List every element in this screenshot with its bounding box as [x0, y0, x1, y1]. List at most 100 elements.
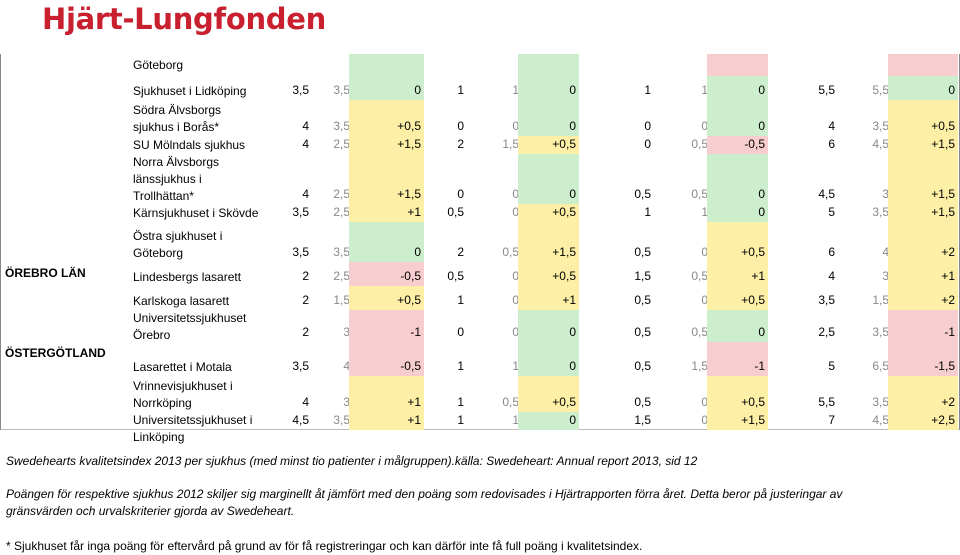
table-cell: +1,5	[888, 204, 958, 222]
hospital-name: Södra Älvsborgs sjukhus i Borås*	[133, 103, 222, 134]
table-cell: 4	[302, 187, 309, 201]
table-cell: 3	[343, 395, 350, 409]
table-cell: +1	[349, 412, 424, 430]
table-cell	[888, 54, 958, 76]
table-cell: 0	[701, 245, 708, 259]
table-row: ÖREBRO LÄN Lindesbergs lasarett 2 2,5 -0,5 0,…	[1, 262, 960, 286]
table-cell: +2,5	[888, 412, 958, 430]
table-row: Karlskoga lasarett 2 1,5 +0,5 1 0 +1 0,5 0 +0,5 3,…	[1, 286, 960, 310]
table-row: Kärnsjukhuset i Skövde 3,5 2,5 +1 0,5 0 +0,5 1 1…	[1, 204, 960, 222]
table-row: Södra Älvsborgs sjukhus i Borås* 4 3,5 +0,5 0…	[1, 100, 960, 136]
hospital-name: Sjukhuset i Lidköping	[133, 84, 247, 98]
table-cell: 0	[888, 76, 958, 100]
table-cell: 0	[701, 413, 708, 427]
table-cell: 0	[512, 187, 519, 201]
table-cell	[518, 54, 579, 76]
table-cell: +1	[888, 262, 958, 286]
region-label: ÖSTERGÖTLAND	[5, 346, 106, 360]
table-cell: 4,5	[292, 413, 309, 427]
table-row: SU Mölndals sjukhus 4 2,5 +1,5 2 1,5 +0,5 0 0,5-…	[1, 136, 960, 154]
table-cell: 0	[701, 395, 708, 409]
hospital-name: Kärnsjukhuset i Skövde	[133, 206, 259, 220]
table-cell: 3,5	[333, 83, 350, 97]
hospital-name: Norra Älvsborgs länssjukhus i Trollhättan*	[133, 155, 220, 203]
table-row: Sjukhuset i Lidköping 3,5 3,5 0 1 1 0 1 1 0 5,5 5,5…	[1, 76, 960, 100]
table-cell: 4	[302, 119, 309, 133]
table-cell: -1	[888, 310, 958, 342]
table-cell: 0	[707, 310, 768, 342]
table-cell: 0	[457, 187, 464, 201]
hospital-name: Östra sjukhuset i Göteborg	[133, 229, 223, 260]
hospital-name: Lasarettet i Motala	[133, 360, 232, 374]
table-cell: 3	[882, 269, 889, 283]
table-cell: 3,5	[292, 245, 309, 259]
table-cell: 0	[644, 119, 651, 133]
table-row: Universitetssjukhuset i Linköping 4,5 3,5 +1…	[1, 412, 960, 444]
table-cell: 6,5	[872, 359, 889, 373]
table-cell: -0,5	[349, 342, 424, 376]
table-cell: 3,5	[872, 119, 889, 133]
quality-index-table: Göteborg Sjukhuset i Lidköping 3,5 3,5 0 1 1 0 1…	[0, 54, 960, 444]
table-cell: 0	[512, 269, 519, 283]
table-cell: 3,5	[292, 359, 309, 373]
table-cell: +2	[888, 376, 958, 412]
table-cell: 0	[518, 412, 579, 430]
table-cell: 2,5	[333, 137, 350, 151]
table-cell: +1,5	[518, 222, 579, 262]
table-cell: 4	[302, 137, 309, 151]
table-cell: 0,5	[691, 325, 708, 339]
table-cell: +0,5	[518, 262, 579, 286]
table-cell: +0,5	[518, 204, 579, 222]
logo-text: Hjärt-Lungfonden	[42, 2, 326, 36]
hospital-name: Karlskoga lasarett	[133, 294, 230, 308]
table-cell: +1,5	[888, 136, 958, 154]
table-cell: 6	[828, 137, 835, 151]
table-cell: 5,5	[818, 83, 835, 97]
table-cell: +0,5	[888, 100, 958, 136]
table-cell: 5	[828, 205, 835, 219]
table-cell: -0,5	[707, 136, 768, 154]
table-cell: 3,5	[818, 293, 835, 307]
table-cell: 0,5	[634, 245, 651, 259]
table-cell: 0	[518, 100, 579, 136]
table-cell: 3,5	[872, 205, 889, 219]
table-cell: +1,5	[888, 154, 958, 204]
table-cell: 1	[457, 83, 464, 97]
source-note: Swedehearts kvalitetsindex 2013 per sjuk…	[6, 454, 698, 468]
footnote: * Sjukhuset får inga poäng för eftervård…	[6, 539, 643, 553]
table-cell: 1	[701, 205, 708, 219]
table-cell: 1	[512, 359, 519, 373]
hospital-name: Lindesbergs lasarett	[133, 270, 242, 284]
table-cell: +0,5	[349, 100, 424, 136]
table-cell: 0	[512, 119, 519, 133]
table-cell: 1	[701, 83, 708, 97]
table-cell: 0	[518, 76, 579, 100]
table-cell: 7	[828, 413, 835, 427]
hospital-name: SU Mölndals sjukhus	[133, 138, 246, 152]
table-cell: +0,5	[707, 286, 768, 310]
table-cell	[707, 54, 768, 76]
table-cell: 0	[701, 293, 708, 307]
table-cell: 1,5	[634, 413, 651, 427]
table-cell: 0	[644, 137, 651, 151]
table-row: ÖSTERGÖTLAND Lasarettet i Motala 3,5 4 -0,5 1…	[1, 342, 960, 376]
table-cell: 2	[457, 245, 464, 259]
table-cell: 0	[512, 205, 519, 219]
table-cell: 6	[828, 245, 835, 259]
hospital-name: Göteborg	[133, 58, 184, 72]
table-cell: +1,5	[349, 154, 424, 204]
table-cell: 1	[512, 83, 519, 97]
region-label: ÖREBRO LÄN	[5, 266, 86, 280]
table-cell: 4	[828, 269, 835, 283]
table-cell: 1	[457, 359, 464, 373]
table-cell: +0,5	[707, 376, 768, 412]
table-cell: 0,5	[447, 269, 464, 283]
table-cell: 1,5	[502, 137, 519, 151]
table-cell: 0	[518, 310, 579, 342]
table-cell: 0	[707, 154, 768, 204]
table-cell: 0	[512, 325, 519, 339]
table-cell: 4	[343, 359, 350, 373]
table-cell: 1	[457, 293, 464, 307]
table-cell: 3,5	[333, 413, 350, 427]
table-cell: +1	[349, 204, 424, 222]
